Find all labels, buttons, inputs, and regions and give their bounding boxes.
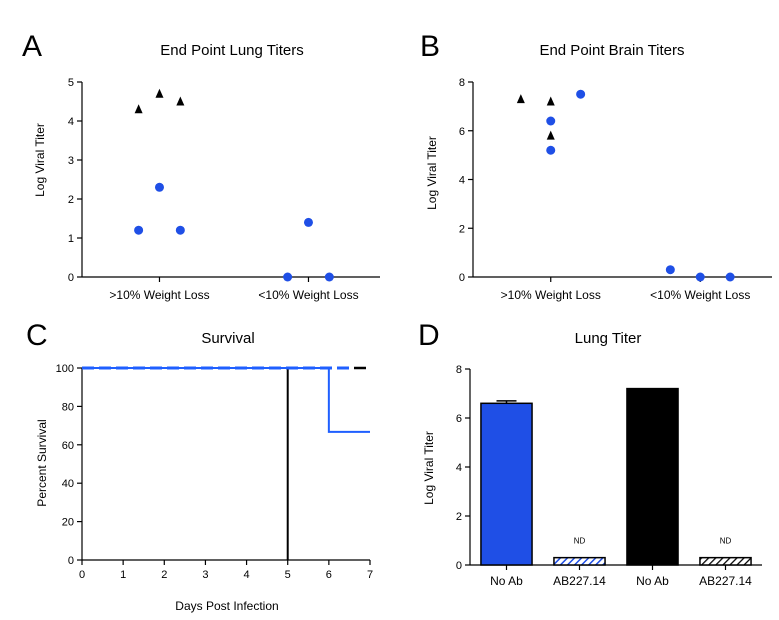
- panel-b-title: End Point Brain Titers: [539, 42, 684, 59]
- panel-c-y-tick-label: 60: [62, 440, 74, 452]
- panel-b-point-circle: [546, 116, 556, 126]
- panel-d-nd-annotation: ND: [720, 537, 732, 546]
- panel-a-plot: 0 1 2 3 4 5 >10% Weight Loss <10% Weight Loss: [68, 77, 380, 302]
- panel-b-y-tick-label: 8: [459, 77, 465, 89]
- panel-c-title: Survival: [201, 330, 254, 347]
- panel-a-category-label: <10% Weight Loss: [258, 288, 358, 302]
- panel-b-point-triangle: [546, 96, 555, 106]
- panel-d-category-label: No Ab: [490, 574, 523, 588]
- panel-a-lung-titers: End Point Lung Titers Log Viral Titer 0 1…: [33, 42, 380, 302]
- panel-c-x-tick-label: 7: [367, 569, 373, 581]
- panel-c-plot: 0 20 40 60 80 100 0 1 2 3 4 5 6 7: [56, 363, 373, 581]
- panel-b-ylabel: Log Viral Titer: [425, 136, 439, 210]
- panel-c-y-tick-label: 100: [56, 363, 74, 375]
- panel-a-point-circle: [175, 225, 185, 235]
- panel-c-ylabel: Percent Survival: [35, 419, 49, 506]
- panel-d-bar: [699, 556, 752, 566]
- panel-b-plot: 0 2 4 6 8 >10% Weight Loss <10% Weight Loss: [459, 77, 772, 302]
- panel-d-title: Lung Titer: [575, 330, 642, 347]
- panel-d-nd-annotation: ND: [574, 537, 586, 546]
- panel-a-point-triangle: [155, 88, 164, 98]
- panel-b-point-circle: [665, 265, 675, 275]
- panel-a-y-tick-label: 0: [68, 272, 74, 284]
- panel-b-brain-titers: End Point Brain Titers Log Viral Titer 0…: [425, 42, 772, 302]
- panel-c-y-tick-label: 40: [62, 478, 74, 490]
- panel-b-point-circle: [576, 89, 586, 99]
- panel-c-y-tick-label: 0: [68, 555, 74, 567]
- panel-c-survival-line-1: [82, 367, 289, 560]
- panel-d-y-tick-label: 6: [456, 413, 462, 425]
- panel-a-point-circle: [134, 225, 144, 235]
- panel-d-y-tick-label: 8: [456, 364, 462, 376]
- panel-c-x-tick-label: 2: [161, 569, 167, 581]
- panel-c-y-tick-label: 80: [62, 401, 74, 413]
- panel-d-ylabel: Log Viral Titer: [422, 431, 436, 505]
- panel-b-point-circle: [546, 145, 556, 155]
- panel-d-y-tick-label: 0: [456, 560, 462, 572]
- panel-letter-c: C: [26, 319, 48, 352]
- panel-d-y-tick-label: 4: [456, 462, 462, 474]
- panel-b-category-label: <10% Weight Loss: [650, 288, 750, 302]
- panel-d-plot: 0 2 4 6 8 No Ab AB227.14 ND No Ab AB227.14 ND: [456, 364, 762, 588]
- panel-a-category-label: >10% Weight Loss: [109, 288, 209, 302]
- panel-b-point-triangle: [516, 94, 525, 104]
- panel-c-survival-line-3: [82, 367, 370, 433]
- panel-c-x-tick-label: 6: [326, 569, 332, 581]
- panel-d-bar: [553, 556, 606, 566]
- panel-letter-d: D: [418, 319, 440, 352]
- panel-c-y-tick-label: 20: [62, 517, 74, 529]
- panel-d-bar: [626, 387, 679, 566]
- panel-a-y-tick-label: 4: [68, 116, 74, 128]
- panel-letter-b: B: [420, 30, 440, 63]
- panel-d-y-tick-label: 2: [456, 511, 462, 523]
- panel-b-category-label: >10% Weight Loss: [501, 288, 601, 302]
- panel-a-point-triangle: [134, 104, 143, 114]
- panel-d-category-label: AB227.14: [553, 574, 606, 588]
- panel-a-y-tick-label: 5: [68, 77, 74, 89]
- panel-a-point-circle: [303, 217, 313, 227]
- panel-c-survival: Survival Percent Survival Days Post Infe…: [35, 330, 373, 613]
- panel-a-y-tick-label: 3: [68, 155, 74, 167]
- panel-b-y-tick-label: 6: [459, 126, 465, 138]
- panel-a-ylabel: Log Viral Titer: [33, 123, 47, 197]
- panel-c-x-tick-label: 4: [244, 569, 250, 581]
- panel-b-point-triangle: [546, 130, 555, 140]
- panel-d-bar: [480, 402, 533, 566]
- panel-b-y-tick-label: 4: [459, 175, 465, 187]
- panel-d-category-label: No Ab: [636, 574, 669, 588]
- panel-a-point-circle: [324, 272, 334, 282]
- panel-b-y-tick-label: 0: [459, 272, 465, 284]
- panel-a-point-triangle: [176, 96, 185, 106]
- panel-a-title: End Point Lung Titers: [160, 42, 303, 59]
- panel-d-category-label: AB227.14: [699, 574, 752, 588]
- panel-letter-a: A: [22, 30, 42, 63]
- panel-c-x-tick-label: 3: [202, 569, 208, 581]
- panel-b-y-tick-label: 2: [459, 223, 465, 235]
- panel-a-y-tick-label: 2: [68, 194, 74, 206]
- panel-a-y-tick-label: 1: [68, 233, 74, 245]
- panel-b-point-circle: [695, 272, 705, 282]
- panel-c-x-tick-label: 1: [120, 569, 126, 581]
- panel-d-lung-titer: Lung Titer Log Viral Titer 0 2 4 6 8 No Ab AB2…: [422, 330, 762, 588]
- panel-a-point-circle: [283, 272, 293, 282]
- panel-b-point-circle: [725, 272, 735, 282]
- panel-c-x-tick-label: 0: [79, 569, 85, 581]
- panel-c-xlabel: Days Post Infection: [175, 599, 278, 613]
- panel-a-point-circle: [154, 182, 164, 192]
- panel-c-x-tick-label: 5: [285, 569, 291, 581]
